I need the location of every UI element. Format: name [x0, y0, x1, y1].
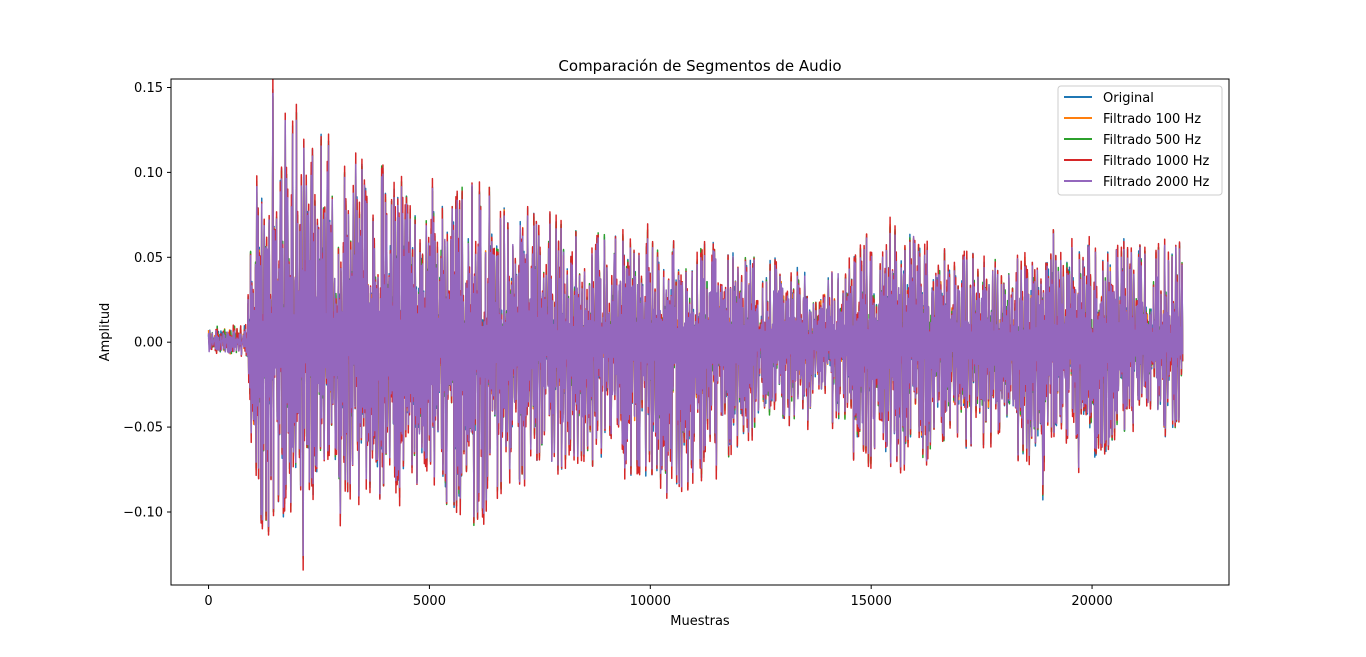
y-tick-label: 0.05 [134, 251, 163, 266]
x-tick-label: 15000 [850, 594, 891, 609]
legend: Original Filtrado 100 Hz Filtrado 500 Hz Fi… [1057, 85, 1223, 196]
legend-label: Filtrado 1000 Hz [1103, 154, 1209, 169]
y-axis: −0.10 −0.05 0.00 0.05 0.10 0.15 [123, 81, 171, 520]
y-tick-label: −0.10 [123, 505, 163, 520]
x-axis: 0 5000 10000 15000 20000 [204, 585, 1113, 609]
x-tick-label: 5000 [413, 594, 446, 609]
legend-label: Original [1103, 91, 1154, 106]
y-axis-title: Amplitud [98, 303, 113, 362]
y-tick-label: −0.05 [123, 421, 163, 436]
x-tick-label: 10000 [630, 594, 671, 609]
series-layer [207, 79, 1184, 571]
plot-frame [170, 78, 1230, 586]
series-line [207, 92, 1184, 557]
x-tick-label: 0 [204, 594, 212, 609]
legend-box [1057, 85, 1223, 196]
plot-area [207, 79, 1184, 571]
x-tick-label: 20000 [1071, 594, 1112, 609]
legend-label: Filtrado 2000 Hz [1103, 175, 1209, 190]
legend-label: Filtrado 100 Hz [1103, 112, 1201, 127]
y-tick-label: 0.10 [134, 166, 163, 181]
y-tick-label: 0.00 [134, 336, 163, 351]
x-axis-title: Muestras [670, 614, 730, 629]
legend-label: Filtrado 500 Hz [1103, 133, 1201, 148]
chart-title: Comparación de Segmentos de Audio [558, 57, 841, 75]
y-tick-label: 0.15 [134, 81, 163, 96]
